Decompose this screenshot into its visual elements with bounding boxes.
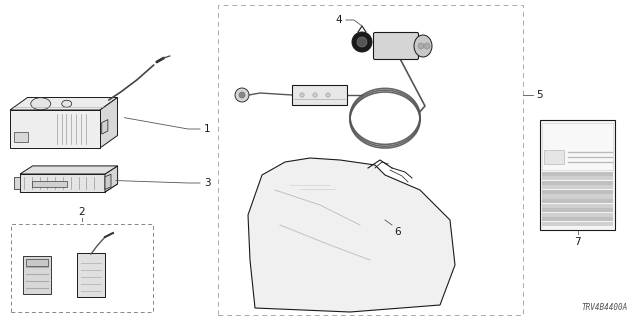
FancyBboxPatch shape [544,150,564,164]
Circle shape [313,93,317,97]
Circle shape [418,43,424,49]
FancyBboxPatch shape [14,132,28,142]
Polygon shape [20,184,118,192]
FancyBboxPatch shape [542,172,613,176]
Circle shape [424,43,430,49]
Polygon shape [100,98,118,148]
Polygon shape [14,177,20,189]
Polygon shape [10,110,100,148]
Ellipse shape [31,98,51,110]
FancyBboxPatch shape [77,253,105,297]
Circle shape [352,32,372,52]
FancyBboxPatch shape [542,217,613,221]
Circle shape [239,92,245,98]
Text: 2: 2 [79,207,85,217]
FancyBboxPatch shape [26,259,48,266]
Polygon shape [102,120,108,134]
Circle shape [235,88,249,102]
Text: 3: 3 [204,178,211,188]
FancyBboxPatch shape [542,185,613,189]
FancyBboxPatch shape [292,85,347,105]
Text: 4: 4 [335,15,342,25]
FancyBboxPatch shape [542,204,613,208]
FancyBboxPatch shape [542,190,613,194]
FancyBboxPatch shape [540,120,615,230]
Polygon shape [20,174,105,192]
Polygon shape [10,98,118,110]
Polygon shape [248,158,455,312]
Text: TRV4B4400A: TRV4B4400A [582,303,628,312]
Polygon shape [105,174,111,189]
Text: 1: 1 [204,124,211,134]
FancyBboxPatch shape [542,208,613,212]
Circle shape [357,37,367,47]
FancyBboxPatch shape [542,222,613,226]
Ellipse shape [414,35,432,57]
FancyBboxPatch shape [32,181,67,187]
FancyBboxPatch shape [542,176,613,180]
Circle shape [300,93,304,97]
Circle shape [326,93,330,97]
Text: 7: 7 [574,237,581,247]
Ellipse shape [61,100,72,107]
Polygon shape [20,166,118,174]
FancyBboxPatch shape [542,195,613,198]
FancyBboxPatch shape [542,199,613,203]
Polygon shape [105,166,118,192]
Text: 6: 6 [394,227,401,237]
FancyBboxPatch shape [542,213,613,217]
FancyBboxPatch shape [542,123,613,170]
FancyBboxPatch shape [23,256,51,294]
FancyBboxPatch shape [542,181,613,185]
FancyBboxPatch shape [374,33,419,60]
Text: 5: 5 [536,90,543,100]
